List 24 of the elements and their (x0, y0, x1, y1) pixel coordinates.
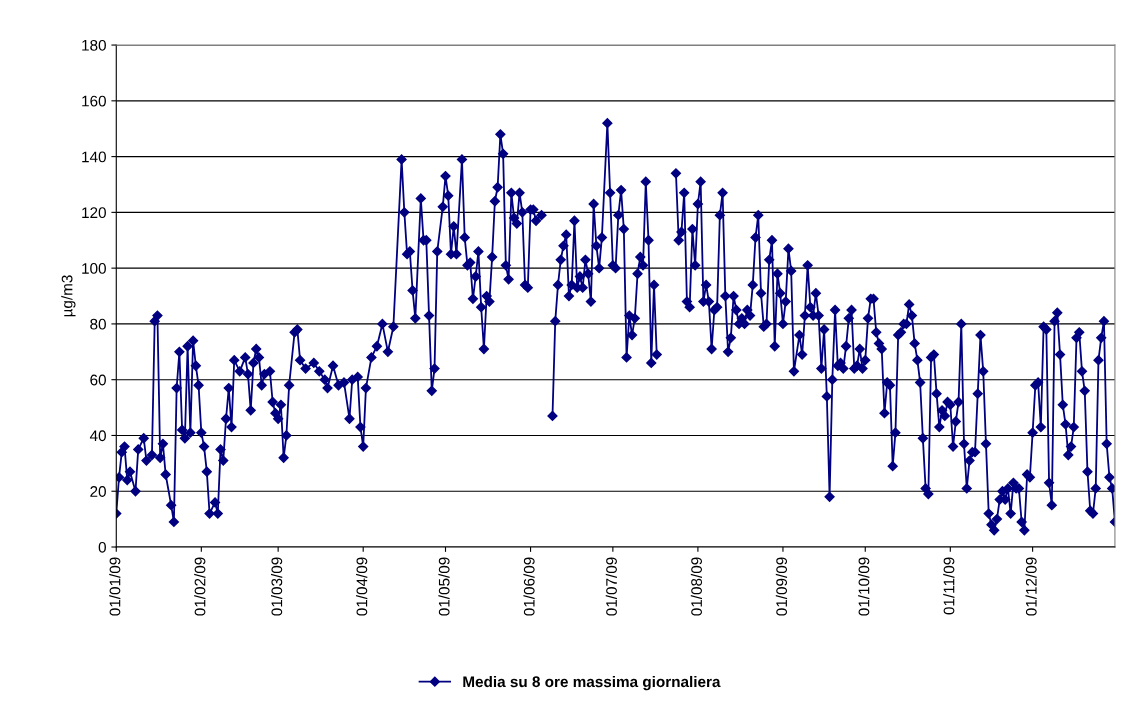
y-tick-label: 140 (82, 151, 106, 163)
y-tick-label: 180 (82, 39, 106, 51)
x-tick-label: 01/11/09 (943, 557, 955, 615)
y-tick-label: 120 (82, 207, 106, 219)
x-tick-label: 01/09/09 (775, 557, 788, 616)
x-tick-label: 01/06/09 (523, 557, 535, 616)
x-tick-label: 01/04/09 (356, 557, 368, 616)
y-tick-label: 80 (90, 318, 106, 330)
y-tick-label: 100 (82, 263, 106, 274)
x-tick-label: 01/05/09 (438, 557, 450, 616)
x-tick-label: 01/10/09 (858, 557, 870, 616)
x-tick-label: 01/01/09 (109, 557, 121, 616)
x-tick-label: 01/02/09 (194, 557, 206, 616)
x-tick-label: 01/08/09 (690, 557, 703, 616)
y-tick-label: 0 (98, 541, 106, 553)
x-tick-label: 01/12/09 (1025, 557, 1037, 616)
legend-label: Media su 8 ore massima giornaliera (463, 675, 721, 691)
y-tick-label: 160 (82, 95, 106, 107)
y-axis-title: µg/m3 (61, 275, 76, 317)
x-tick-label: 01/07/09 (605, 557, 617, 616)
y-tick-label: 60 (90, 374, 106, 386)
x-tick-label: 01/03/09 (271, 557, 283, 616)
y-tick-label: 20 (90, 486, 106, 497)
y-tick-label: 40 (89, 430, 106, 442)
